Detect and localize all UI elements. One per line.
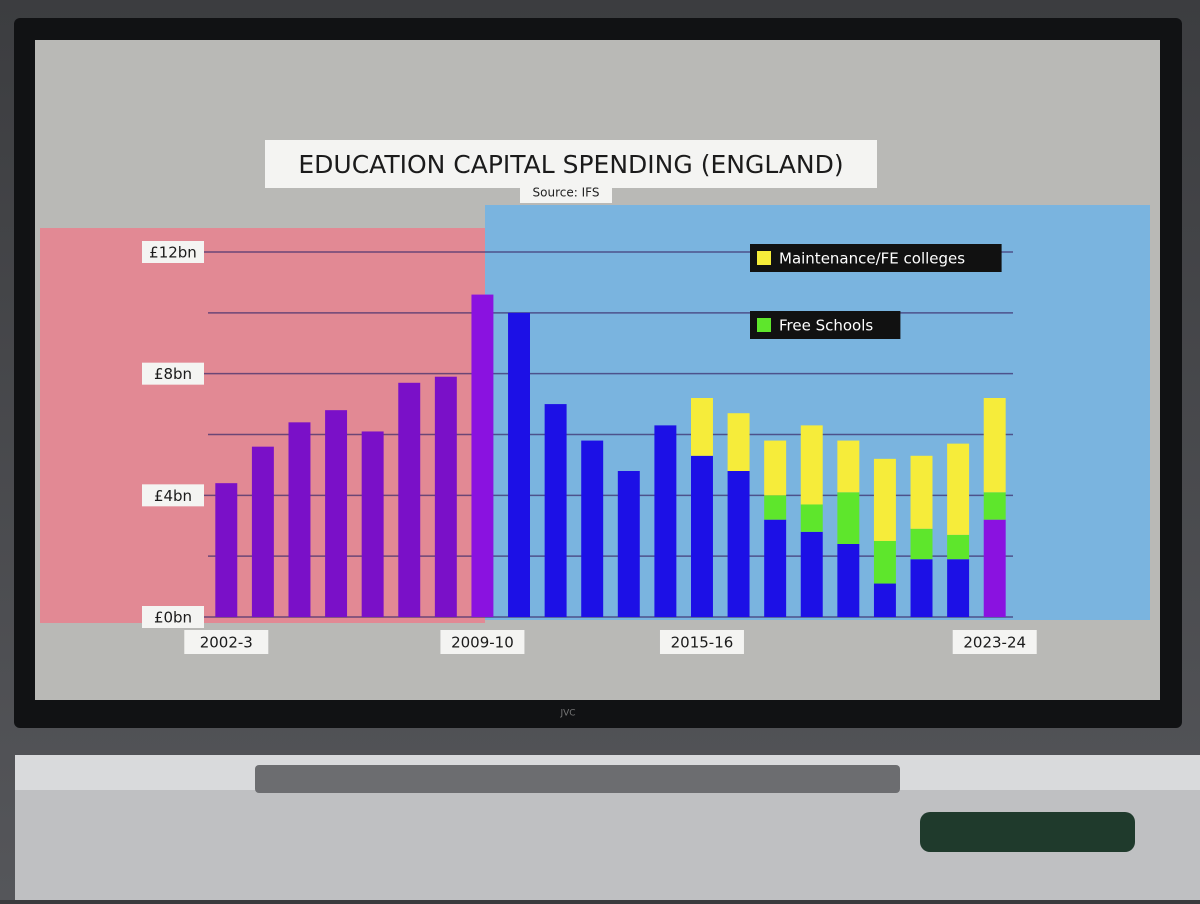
x-tick-box — [184, 630, 269, 654]
bar-segment — [947, 443, 970, 535]
legend-swatch — [757, 251, 771, 265]
bar-segment — [837, 544, 860, 617]
x-tick-label: 2015-16 — [671, 634, 734, 652]
y-tick-box — [142, 241, 204, 263]
bar-segment — [800, 531, 823, 617]
plot: £0bn £4bn £8bn £12bn 2002-3 2009-10 2015-16 202… — [142, 241, 1037, 654]
bar-segment — [837, 440, 860, 493]
bar-segment — [581, 440, 604, 617]
y-tick-label: £8bn — [154, 365, 192, 383]
bar-segment — [910, 528, 933, 560]
x-tick-label: 2009-10 — [451, 634, 514, 652]
y-tick-label: £12bn — [149, 244, 197, 262]
bar-segment — [361, 431, 384, 617]
y-tick-box — [142, 362, 204, 385]
bar-segment — [398, 382, 421, 617]
legend-box — [750, 311, 901, 339]
bar-segment — [325, 410, 348, 617]
bar-segment — [947, 534, 970, 560]
y-tick-box — [142, 484, 204, 507]
bar-segment — [617, 471, 640, 617]
bar-segment — [800, 504, 823, 532]
tv-stand — [255, 765, 900, 793]
bar-segment — [544, 404, 567, 617]
bar-segment — [764, 495, 787, 520]
legend-label: Free Schools — [779, 317, 873, 335]
chart-title: EDUCATION CAPITAL SPENDING (ENGLAND) — [298, 150, 843, 179]
bar-segment — [873, 540, 896, 584]
bar-segment — [727, 413, 750, 471]
bar-segment — [288, 422, 311, 617]
bar-segment — [764, 440, 787, 496]
x-tick-box — [952, 630, 1037, 654]
bar-segment — [215, 483, 238, 617]
bar-segment — [910, 559, 933, 617]
y-tick-box — [142, 606, 204, 628]
x-tick-box — [440, 630, 525, 654]
bar-segment — [654, 425, 677, 617]
bar-segment — [691, 455, 713, 617]
bar-segment — [983, 492, 1006, 520]
legend-label: Maintenance/FE colleges — [779, 250, 965, 268]
bar-segment — [434, 376, 457, 617]
x-tick-label: 2023-24 — [963, 634, 1026, 652]
bar-segment — [910, 455, 933, 529]
bar-segment — [983, 398, 1006, 493]
bar-segment — [508, 312, 530, 617]
bar-segment — [471, 294, 494, 617]
bar-segment — [947, 559, 970, 617]
bar-segment — [691, 398, 713, 456]
bar-segment — [873, 458, 896, 541]
chart-subtitle: Source: IFS — [533, 186, 600, 200]
bar-segment — [837, 492, 860, 544]
legend-box — [750, 244, 1002, 272]
bar-segment — [764, 519, 787, 617]
title-box — [265, 140, 877, 188]
bar-segment — [800, 425, 823, 505]
phone — [920, 812, 1135, 852]
bar-segment — [983, 519, 1006, 617]
y-tick-label: £4bn — [154, 487, 192, 505]
bar-segment — [873, 583, 896, 617]
x-tick-label: 2002-3 — [200, 634, 253, 652]
y-tick-label: £0bn — [154, 609, 192, 627]
x-tick-box — [659, 630, 744, 654]
bar-segment — [727, 471, 750, 617]
bar-segment — [251, 446, 274, 617]
subtitle-box — [520, 183, 612, 203]
legend-swatch — [757, 318, 771, 332]
tv-brand: JVC — [559, 709, 575, 719]
